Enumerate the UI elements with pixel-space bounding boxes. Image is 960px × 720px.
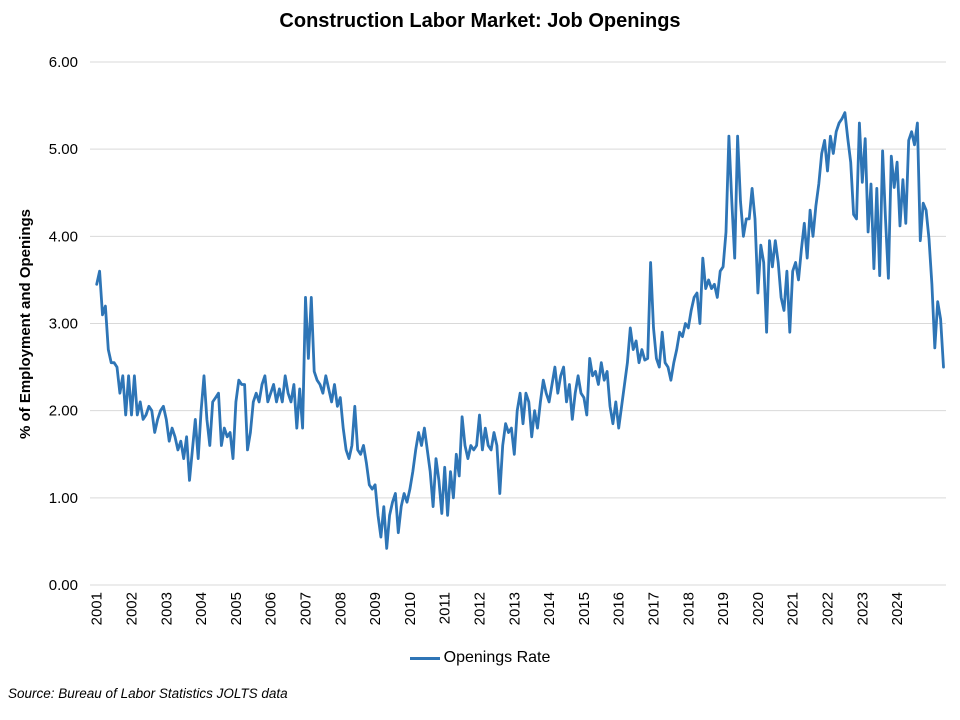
x-tick-label: 2011 (437, 592, 454, 624)
y-tick-label: 1.00 (49, 490, 78, 507)
x-tick-label: 2012 (472, 592, 489, 625)
x-tick-label: 2021 (785, 592, 802, 625)
y-tick-label: 5.00 (49, 141, 78, 158)
chart-title: Construction Labor Market: Job Openings (279, 10, 681, 32)
y-tick-label: 3.00 (49, 316, 78, 333)
x-tick-label: 2014 (541, 592, 558, 625)
y-tick-label: 0.00 (49, 577, 78, 594)
x-tick-label: 2020 (750, 592, 767, 625)
x-tick-label: 2019 (715, 592, 732, 625)
x-tick-label: 2002 (124, 592, 141, 625)
x-tick-label: 2017 (646, 592, 663, 625)
x-tick-label: 2008 (332, 592, 349, 625)
x-tick-label: 2005 (228, 592, 245, 625)
x-tick-label: 2009 (367, 592, 384, 625)
y-tick-label: 6.00 (49, 54, 78, 71)
legend: Openings Rate (0, 649, 960, 667)
openings-rate-line (95, 111, 945, 550)
x-tick-label: 2007 (298, 592, 315, 625)
x-tick-label: 2004 (193, 592, 210, 625)
source-note: Source: Bureau of Labor Statistics JOLTS… (8, 686, 288, 701)
x-tick-label: 2013 (506, 592, 523, 625)
x-tick-label: 2018 (680, 592, 697, 625)
y-axis-title: % of Employment and Openings (17, 209, 34, 439)
x-tick-label: 2010 (402, 592, 419, 625)
x-tick-label: 2001 (89, 592, 106, 625)
legend-line-swatch (409, 656, 440, 660)
x-tick-label: 2006 (263, 592, 280, 625)
y-tick-label: 2.00 (49, 403, 78, 420)
x-tick-label: 2016 (611, 592, 628, 625)
x-tick-label: 2003 (158, 592, 175, 625)
x-tick-label: 2024 (889, 592, 906, 625)
x-tick-label: 2015 (576, 592, 593, 625)
x-tick-label: 2022 (820, 592, 837, 625)
y-tick-label: 4.00 (49, 228, 78, 245)
x-tick-label: 2023 (854, 592, 871, 625)
legend-label: Openings Rate (443, 649, 551, 666)
